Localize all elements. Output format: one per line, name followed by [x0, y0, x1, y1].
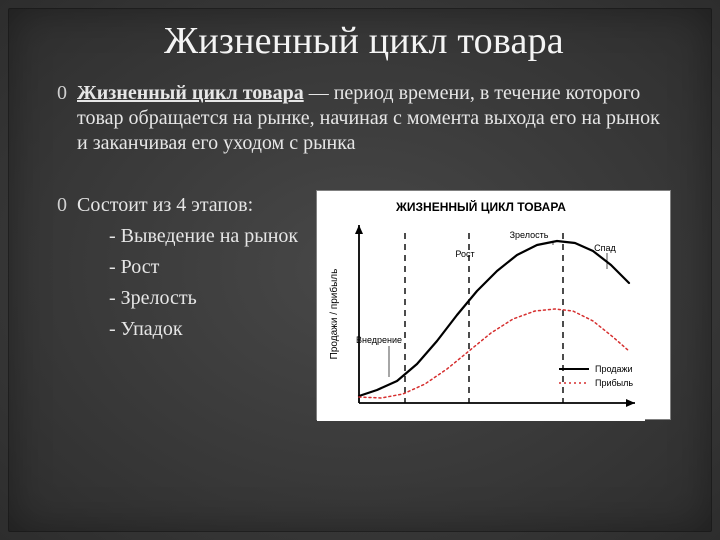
stage-list: - Выведение на рынок - Рост - Зрелость -…: [77, 221, 298, 345]
svg-text:ЖИЗНЕННЫЙ ЦИКЛ ТОВАРА: ЖИЗНЕННЫЙ ЦИКЛ ТОВАРА: [395, 199, 566, 214]
content-row: 0 Состоит из 4 этапов: - Выведение на ры…: [57, 190, 671, 420]
svg-text:Продажи / прибыль: Продажи / прибыль: [328, 269, 340, 360]
chart-svg: ЖИЗНЕННЫЙ ЦИКЛ ТОВАРА Продажи / прибыль Вн…: [317, 191, 645, 421]
lifecycle-chart: ЖИЗНЕННЫЙ ЦИКЛ ТОВАРА Продажи / прибыль Вн…: [316, 190, 671, 420]
definition-paragraph: 0 Жизненный цикл товара — период времени…: [57, 81, 671, 156]
stages-lead: Состоит из 4 этапов:: [77, 190, 298, 221]
list-item: - Выведение на рынок: [77, 221, 298, 252]
svg-text:Прибыль: Прибыль: [595, 378, 633, 388]
definition-term: Жизненный цикл товара: [77, 82, 304, 104]
list-item: - Зрелость: [77, 283, 298, 314]
page-title: Жизненный цикл товара: [57, 19, 671, 63]
slide: Жизненный цикл товара 0 Жизненный цикл т…: [8, 8, 712, 532]
svg-text:Рост: Рост: [456, 249, 475, 259]
stages-block: 0 Состоит из 4 этапов: - Выведение на ры…: [57, 190, 298, 345]
bullet-icon: 0: [57, 81, 67, 106]
list-item: - Упадок: [77, 314, 298, 345]
list-item: - Рост: [77, 252, 298, 283]
svg-text:Спад: Спад: [594, 243, 616, 253]
bullet-icon: 0: [57, 190, 67, 221]
svg-text:Продажи: Продажи: [595, 364, 633, 374]
svg-text:Зрелость: Зрелость: [510, 230, 549, 240]
svg-text:Внедрение: Внедрение: [356, 335, 402, 345]
